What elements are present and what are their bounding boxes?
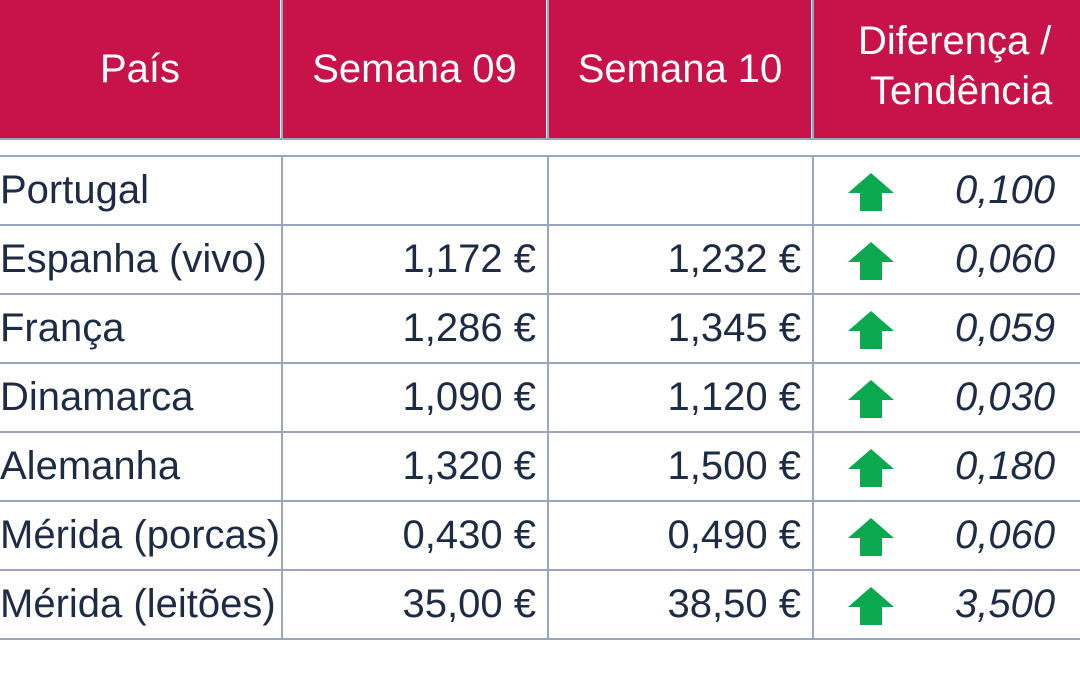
- header-divider: [547, 0, 549, 140]
- difference-value-cell: 0,180: [955, 443, 1056, 488]
- week-09-price-cell: [283, 157, 536, 223]
- column-divider: [281, 155, 283, 640]
- week-09-price-cell: 1,090 €: [402, 374, 536, 419]
- row-separator: [0, 569, 1080, 571]
- header-difference: Diferença / Tendência: [814, 0, 1080, 138]
- week-09-price-cell: 1,172 €: [402, 236, 536, 281]
- country-cell: França: [0, 295, 280, 361]
- country-label: Mérida (leitões): [0, 581, 276, 626]
- body-top-border: [0, 155, 1080, 157]
- week-10-price-cell: 0,490 €: [667, 512, 801, 557]
- row-separator: [0, 638, 1080, 640]
- week-10-price-cell: 1,345 €: [667, 305, 801, 350]
- country-label: Mérida (porcas): [0, 512, 280, 557]
- difference-value-cell: 0,030: [955, 374, 1056, 419]
- country-cell: Dinamarca: [0, 364, 280, 430]
- week-10-price-cell: 1,500 €: [667, 443, 801, 488]
- row-separator: [0, 362, 1080, 364]
- header-bottom-border: [0, 138, 1080, 140]
- trend-up-arrow-icon: [848, 587, 894, 625]
- country-label: França: [0, 305, 125, 350]
- difference-value-cell: 3,500: [955, 581, 1056, 626]
- difference-value-cell: 0,059: [955, 305, 1056, 350]
- difference-value-cell: 0,060: [955, 236, 1056, 281]
- trend-up-arrow-icon: [848, 173, 894, 211]
- country-label: Espanha (vivo): [0, 236, 267, 281]
- header-divider: [281, 0, 283, 140]
- difference-value-cell: 0,100: [955, 167, 1056, 212]
- column-divider: [812, 155, 814, 640]
- difference-value-cell: 0,060: [955, 512, 1056, 557]
- trend-up-arrow-icon: [848, 311, 894, 349]
- header-country: País: [0, 0, 280, 138]
- country-label: Dinamarca: [0, 374, 194, 419]
- trend-up-arrow-icon: [848, 449, 894, 487]
- row-separator: [0, 224, 1080, 226]
- country-label: Alemanha: [0, 443, 181, 488]
- week-10-price-cell: 38,50 €: [667, 581, 801, 626]
- week-10-price-cell: 1,120 €: [667, 374, 801, 419]
- trend-up-arrow-icon: [848, 380, 894, 418]
- trend-up-arrow-icon: [848, 518, 894, 556]
- column-divider: [547, 155, 549, 640]
- week-10-price-cell: 1,232 €: [667, 236, 801, 281]
- week-09-price-cell: 0,430 €: [402, 512, 536, 557]
- country-cell: Portugal: [0, 157, 280, 223]
- country-label: Portugal: [0, 167, 149, 212]
- header-week-09: Semana 09: [283, 0, 546, 138]
- week-09-price-cell: 35,00 €: [402, 581, 536, 626]
- row-separator: [0, 293, 1080, 295]
- week-09-price-cell: 1,286 €: [402, 305, 536, 350]
- row-separator: [0, 431, 1080, 433]
- country-cell: Mérida (leitões): [0, 571, 280, 637]
- header-week-10: Semana 10: [549, 0, 811, 138]
- header-difference-line1: Diferença /: [858, 19, 1052, 63]
- country-cell: Alemanha: [0, 433, 280, 499]
- header-difference-line2: Tendência: [870, 69, 1053, 113]
- header-divider: [812, 0, 814, 140]
- week-09-price-cell: 1,320 €: [402, 443, 536, 488]
- country-cell: Mérida (porcas): [0, 502, 280, 568]
- trend-up-arrow-icon: [848, 242, 894, 280]
- country-cell: Espanha (vivo): [0, 226, 280, 292]
- row-separator: [0, 500, 1080, 502]
- week-10-price-cell: [549, 157, 801, 223]
